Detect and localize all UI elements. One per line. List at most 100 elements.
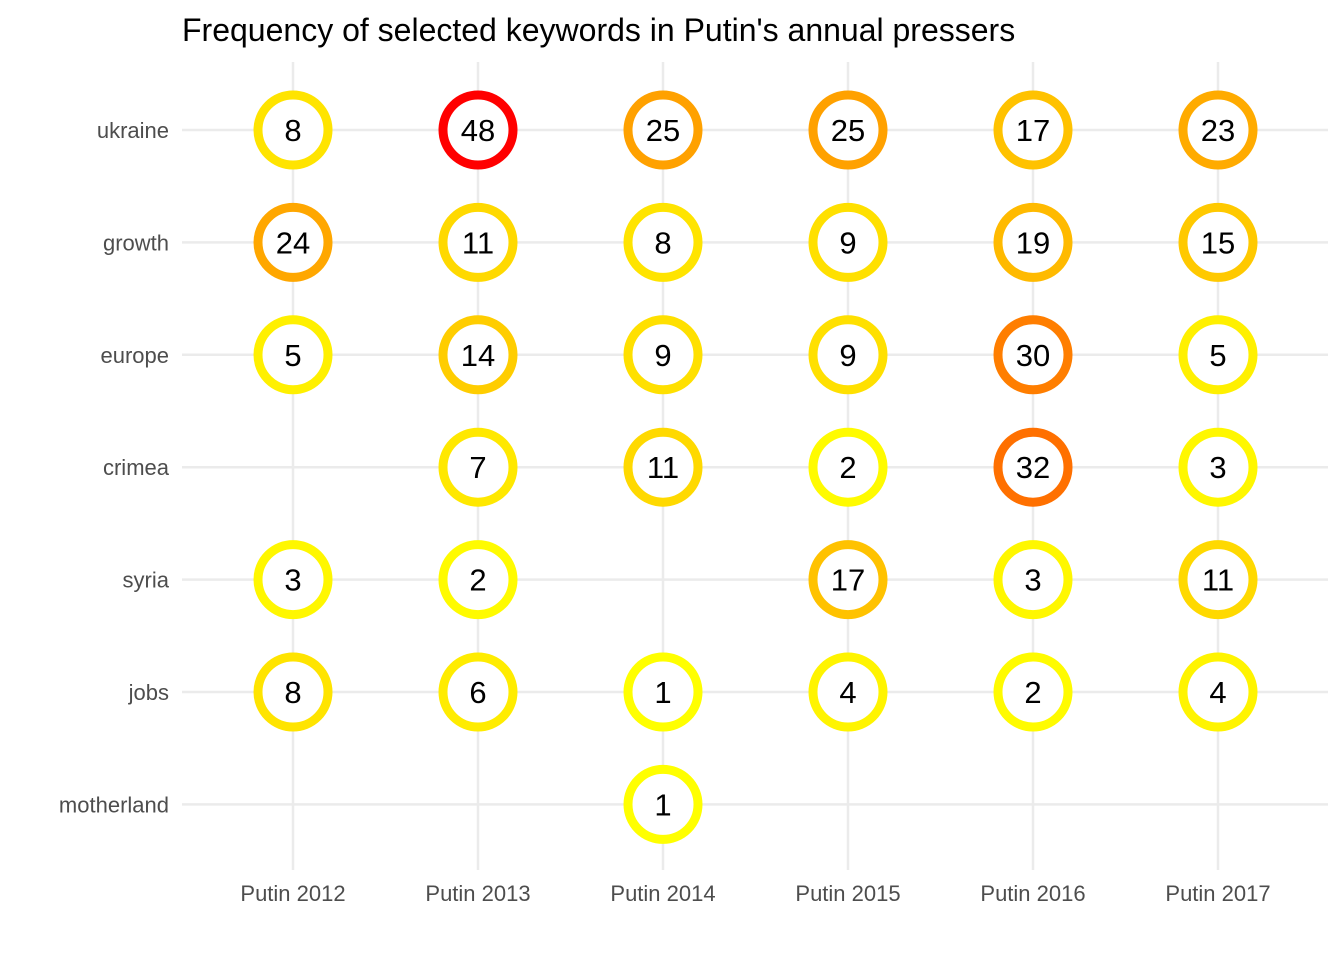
point-ring [808,540,888,620]
point-value-label: 3 [1209,450,1226,485]
point-ring [438,90,518,170]
point-value-label: 5 [1209,338,1226,373]
point-value-label: 9 [654,338,671,373]
point-value-label: 5 [284,338,301,373]
data-point: 9 [808,202,888,282]
point-ring [1178,540,1258,620]
y-tick-label: syria [123,568,170,593]
point-value-label: 7 [469,450,486,485]
point-ring [623,90,703,170]
point-ring [808,315,888,395]
data-point: 5 [1178,315,1258,395]
point-value-label: 25 [831,113,865,148]
x-tick-label: Putin 2012 [240,881,345,906]
point-value-label: 24 [276,225,310,260]
data-point: 4 [808,652,888,732]
point-ring [623,652,703,732]
data-point: 3 [993,540,1073,620]
gridlines [182,62,1328,870]
point-value-label: 1 [654,787,671,822]
point-value-label: 2 [1024,675,1041,710]
point-value-label: 4 [839,675,856,710]
point-value-label: 14 [461,338,495,373]
point-ring [438,315,518,395]
data-point: 48 [438,90,518,170]
y-tick-label: jobs [128,680,169,705]
point-ring [438,540,518,620]
x-tick-label: Putin 2014 [610,881,715,906]
data-point: 1 [623,652,703,732]
point-ring [623,202,703,282]
point-value-label: 3 [284,563,301,598]
point-value-label: 2 [839,450,856,485]
point-value-label: 2 [469,563,486,598]
y-axis-tick-labels: ukraine growth europe crimea syria jobs mother… [59,118,170,817]
point-ring [253,90,333,170]
point-value-label: 4 [1209,675,1226,710]
point-ring [993,90,1073,170]
point-value-label: 11 [647,450,679,485]
data-point: 8 [623,202,703,282]
data-point: 8 [253,90,333,170]
point-ring [253,202,333,282]
point-value-label: 11 [1202,563,1234,598]
chart-title: Frequency of selected keywords in Putin'… [182,12,1015,48]
data-point: 8 [253,652,333,732]
x-tick-label: Putin 2016 [980,881,1085,906]
data-point: 11 [1178,540,1258,620]
data-point: 32 [993,427,1073,507]
point-value-label: 15 [1201,225,1235,260]
point-value-label: 8 [284,675,301,710]
data-point: 17 [808,540,888,620]
data-point: 4 [1178,652,1258,732]
point-value-label: 11 [462,225,494,260]
data-point: 17 [993,90,1073,170]
y-tick-label: motherland [59,792,169,817]
data-point: 11 [623,427,703,507]
point-ring [253,315,333,395]
point-ring [808,90,888,170]
data-point: 25 [623,90,703,170]
x-tick-label: Putin 2015 [795,881,900,906]
point-ring [438,427,518,507]
point-ring [1178,202,1258,282]
y-tick-label: ukraine [97,118,169,143]
data-point: 2 [993,652,1073,732]
point-ring [438,202,518,282]
point-value-label: 3 [1024,563,1041,598]
data-point: 14 [438,315,518,395]
data-point: 19 [993,202,1073,282]
data-point: 3 [1178,427,1258,507]
point-ring [253,652,333,732]
y-tick-label: europe [100,343,169,368]
point-ring [1178,652,1258,732]
data-point: 2 [438,540,518,620]
point-ring [808,202,888,282]
data-point: 11 [438,202,518,282]
data-point: 6 [438,652,518,732]
point-ring [623,315,703,395]
point-ring [993,427,1073,507]
point-ring [623,764,703,844]
point-ring [808,427,888,507]
point-value-label: 30 [1016,338,1050,373]
point-ring [993,540,1073,620]
point-value-label: 6 [469,675,486,710]
data-point: 25 [808,90,888,170]
point-value-label: 8 [654,225,671,260]
data-point: 1 [623,764,703,844]
x-tick-label: Putin 2017 [1165,881,1270,906]
y-tick-label: growth [103,230,169,255]
data-point: 9 [623,315,703,395]
data-point: 9 [808,315,888,395]
data-point: 23 [1178,90,1258,170]
x-tick-label: Putin 2013 [425,881,530,906]
point-value-label: 8 [284,113,301,148]
data-point: 15 [1178,202,1258,282]
point-value-label: 1 [654,675,671,710]
point-ring [1178,90,1258,170]
point-ring [253,540,333,620]
point-value-label: 17 [1016,113,1050,148]
